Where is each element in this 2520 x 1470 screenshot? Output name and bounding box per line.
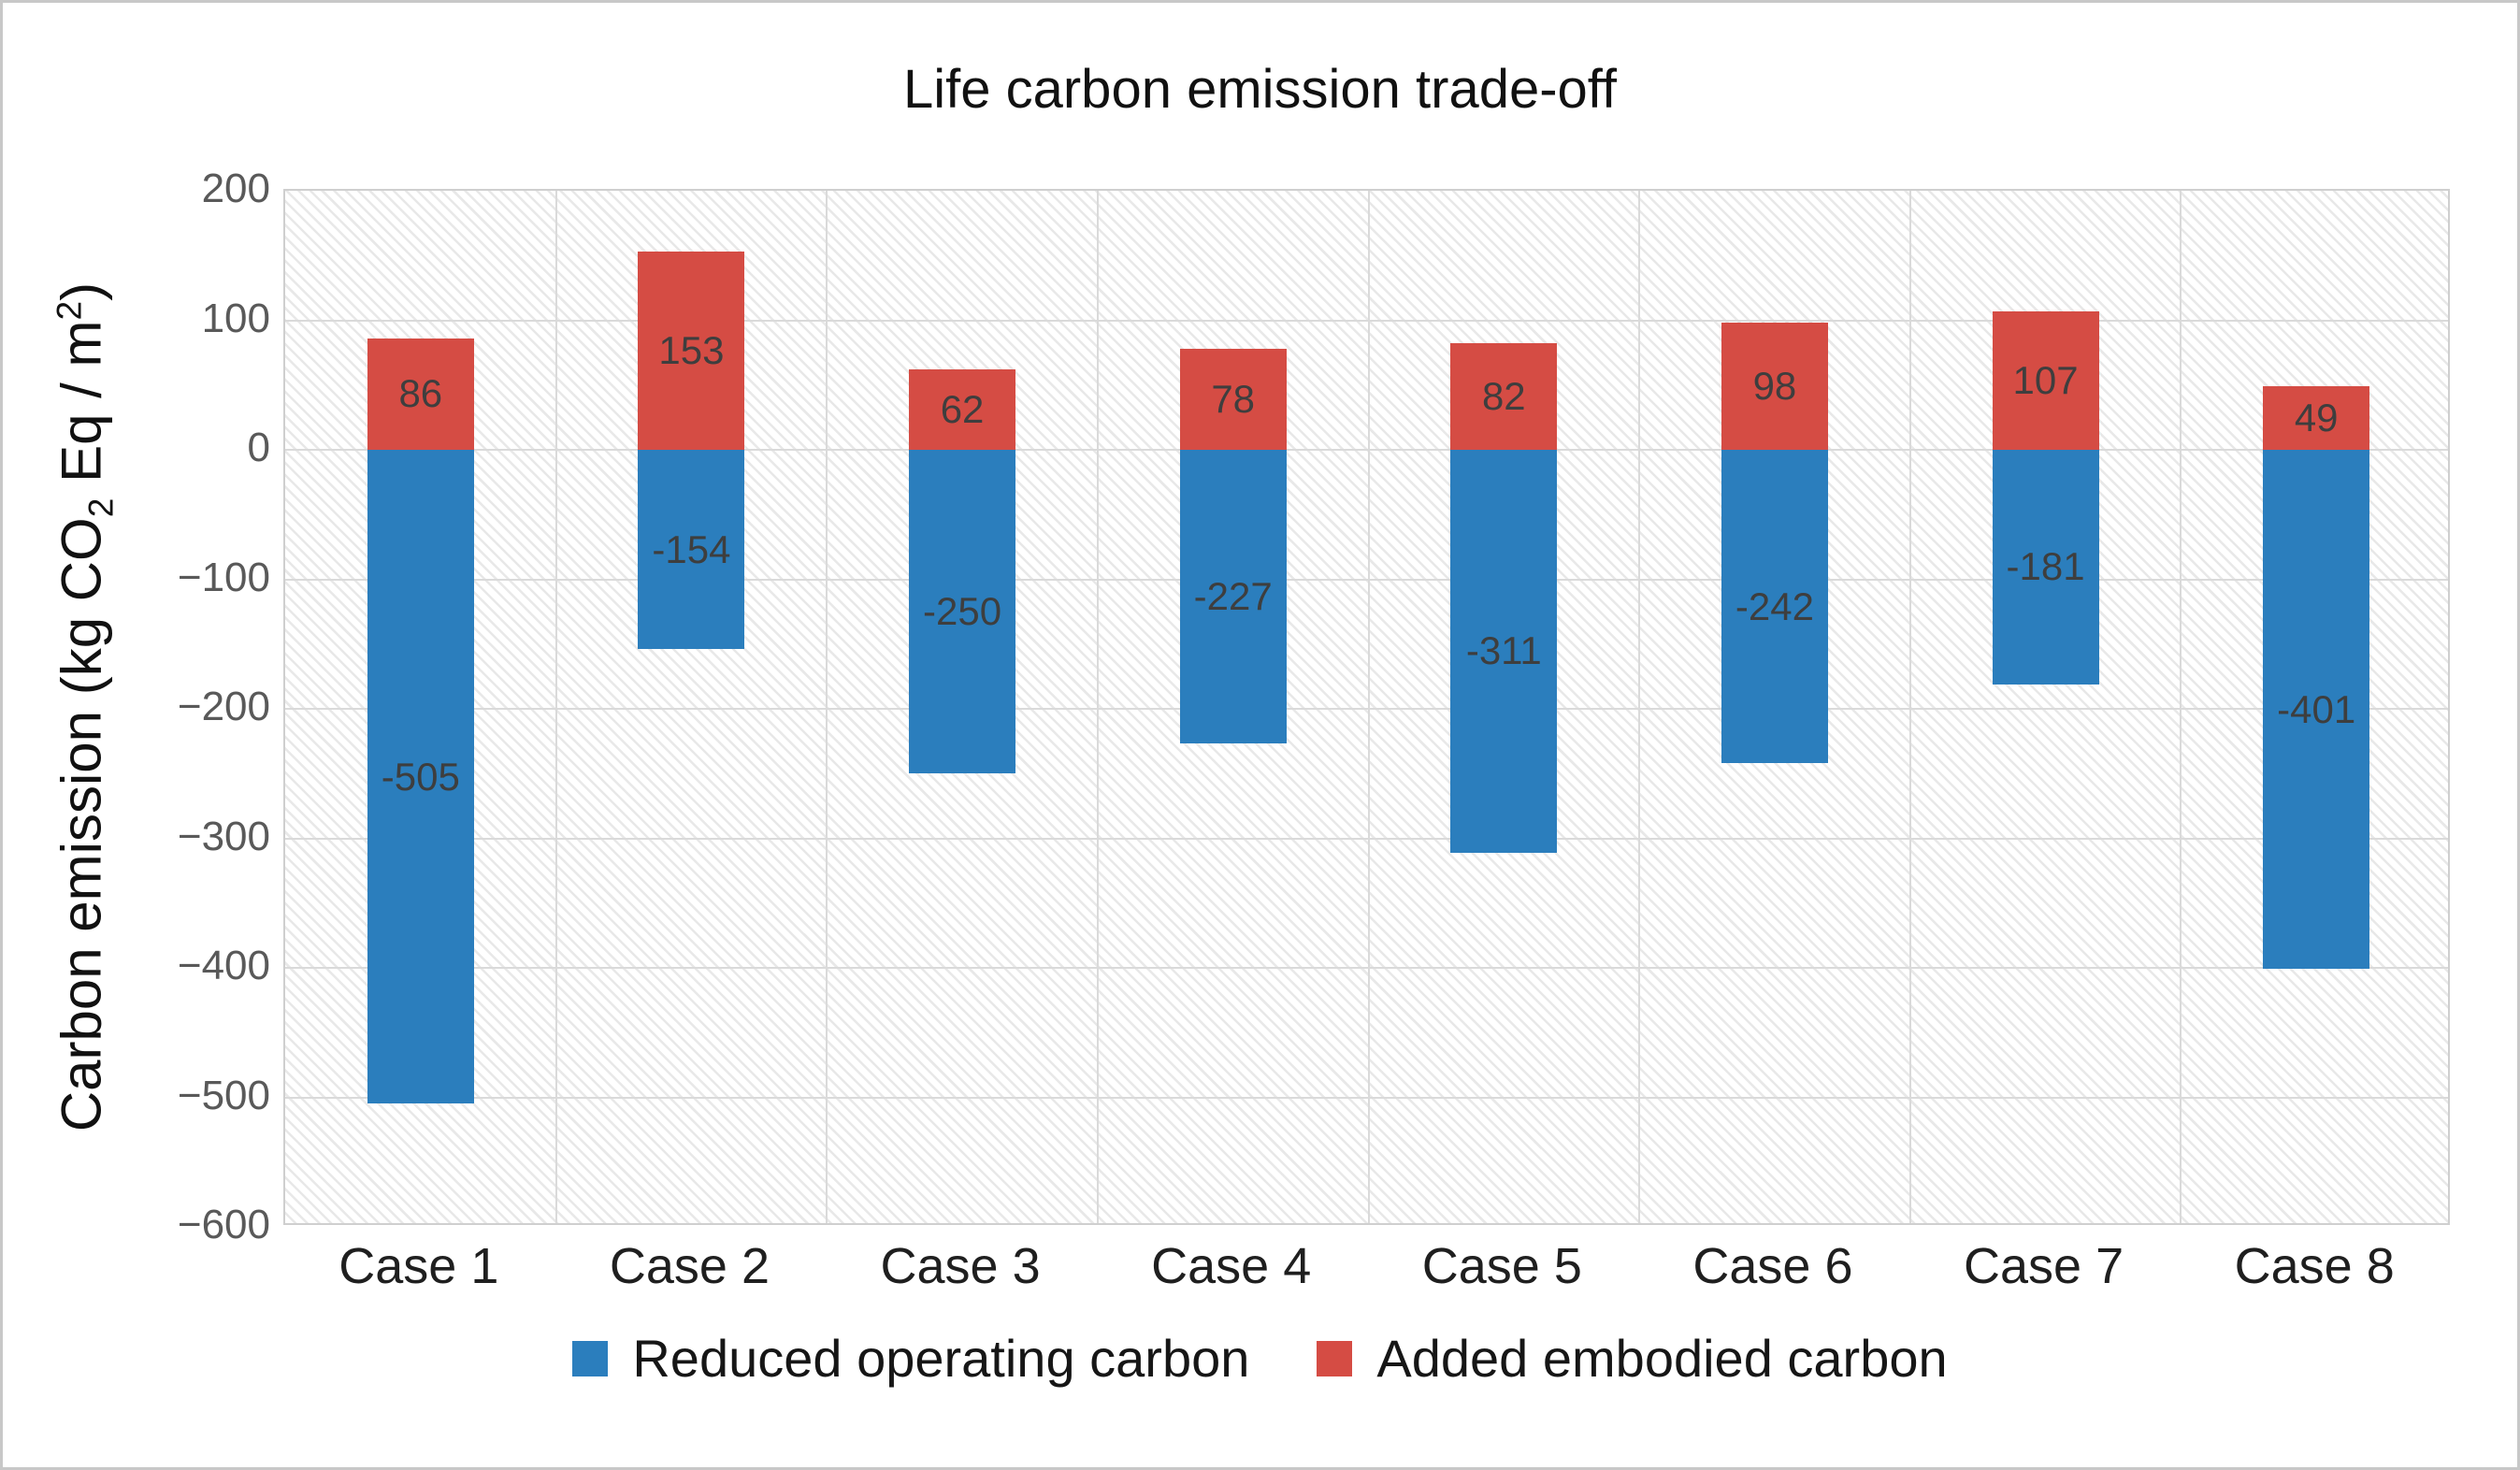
y-axis-tick-label: −500: [177, 1072, 270, 1118]
bar-data-label: -181: [2006, 544, 2085, 589]
bar-data-label: -505: [381, 754, 460, 799]
legend: Reduced operating carbon Added embodied …: [3, 1333, 2517, 1385]
horizontal-gridline: [285, 967, 2448, 969]
bar-data-label: 107: [2012, 357, 2079, 402]
x-axis-category-label: Case 8: [2234, 1238, 2395, 1294]
vertical-gridline: [1638, 191, 1641, 1223]
bar-reduced-operating-carbon: -250: [909, 450, 1016, 774]
bar-added-embodied-carbon: 62: [909, 369, 1016, 450]
x-axis-category-label: Case 3: [880, 1238, 1041, 1294]
y-axis-tick-label: 200: [201, 166, 270, 211]
vertical-gridline: [2180, 191, 2182, 1223]
bar-added-embodied-carbon: 107: [1992, 310, 2099, 450]
x-axis-category-label: Case 5: [1421, 1238, 1582, 1294]
bar-reduced-operating-carbon: -401: [2263, 450, 2370, 970]
y-axis-tick-label: −400: [177, 943, 270, 988]
y-axis-tick-label: −100: [177, 554, 270, 600]
vertical-gridline: [1096, 191, 1099, 1223]
bar-data-label: -401: [2277, 686, 2356, 731]
x-axis-category-label: Case 4: [1151, 1238, 1312, 1294]
bar-data-label: -227: [1193, 574, 1273, 619]
y-axis-tick-label: −300: [177, 813, 270, 859]
legend-swatch-blue: [572, 1341, 609, 1376]
bar-data-label: 49: [2294, 396, 2339, 440]
y-axis-tick-label: 0: [247, 425, 270, 470]
y-axis-tick-label: 100: [201, 295, 270, 341]
vertical-gridline: [554, 191, 557, 1223]
vertical-gridline: [826, 191, 828, 1223]
bar-added-embodied-carbon: 49: [2263, 386, 2370, 450]
horizontal-gridline: [285, 319, 2448, 322]
legend-label: Added embodied carbon: [1376, 1329, 1948, 1388]
y-axis-title-text: Eq / m: [50, 320, 113, 498]
bar-added-embodied-carbon: 153: [638, 252, 745, 450]
bar-reduced-operating-carbon: -154: [638, 450, 745, 650]
bar-reduced-operating-carbon: -242: [1721, 450, 1828, 764]
horizontal-gridline: [285, 708, 2448, 710]
legend-item-added-embodied-carbon: Added embodied carbon: [1317, 1329, 1948, 1388]
bar-data-label: 98: [1752, 364, 1797, 409]
bar-data-label: 78: [1211, 376, 1256, 421]
horizontal-gridline: [285, 578, 2448, 581]
vertical-gridline: [1908, 191, 1911, 1223]
bar-data-label: -311: [1465, 628, 1542, 673]
bar-reduced-operating-carbon: -181: [1992, 450, 2099, 685]
x-axis-category-label: Case 6: [1692, 1238, 1853, 1294]
bar-reduced-operating-carbon: -227: [1179, 450, 1287, 744]
bar-data-label: 82: [1481, 374, 1526, 419]
bar-data-label: -242: [1735, 584, 1814, 628]
bar-data-label: 62: [940, 387, 985, 432]
bar-added-embodied-carbon: 98: [1721, 323, 1828, 450]
horizontal-gridline: [285, 1096, 2448, 1099]
bar-added-embodied-carbon: 82: [1450, 343, 1558, 450]
bar-added-embodied-carbon: 86: [367, 338, 474, 450]
legend-item-reduced-operating-carbon: Reduced operating carbon: [572, 1333, 1249, 1385]
vertical-gridline: [1367, 191, 1370, 1223]
y-axis-tick-label: −600: [177, 1202, 270, 1247]
y-axis-tick-label: −200: [177, 684, 270, 729]
horizontal-gridline: [285, 837, 2448, 840]
bar-data-label: -154: [652, 526, 731, 571]
bar-added-embodied-carbon: 78: [1179, 348, 1287, 450]
y-axis-title-subscript: 2: [80, 497, 121, 518]
horizontal-gridline: [285, 449, 2448, 451]
chart-title: Life carbon emission trade-off: [902, 59, 1617, 120]
bar-data-label: 86: [398, 371, 443, 416]
x-axis-category-label: Case 2: [609, 1238, 770, 1294]
x-axis-category-label: Case 1: [338, 1238, 499, 1294]
x-axis-category-label: Case 7: [1964, 1238, 2124, 1294]
bar-data-label: -250: [923, 589, 1002, 634]
legend-label: Reduced operating carbon: [632, 1329, 1250, 1388]
bar-data-label: 153: [658, 328, 725, 373]
bar-reduced-operating-carbon: -311: [1450, 450, 1558, 853]
bar-reduced-operating-carbon: -505: [367, 450, 474, 1104]
plot-area: -505 -154 -250 -227 -311 -242 -181 -401 86 153 62 7…: [283, 189, 2450, 1225]
legend-swatch-red: [1317, 1341, 1353, 1376]
